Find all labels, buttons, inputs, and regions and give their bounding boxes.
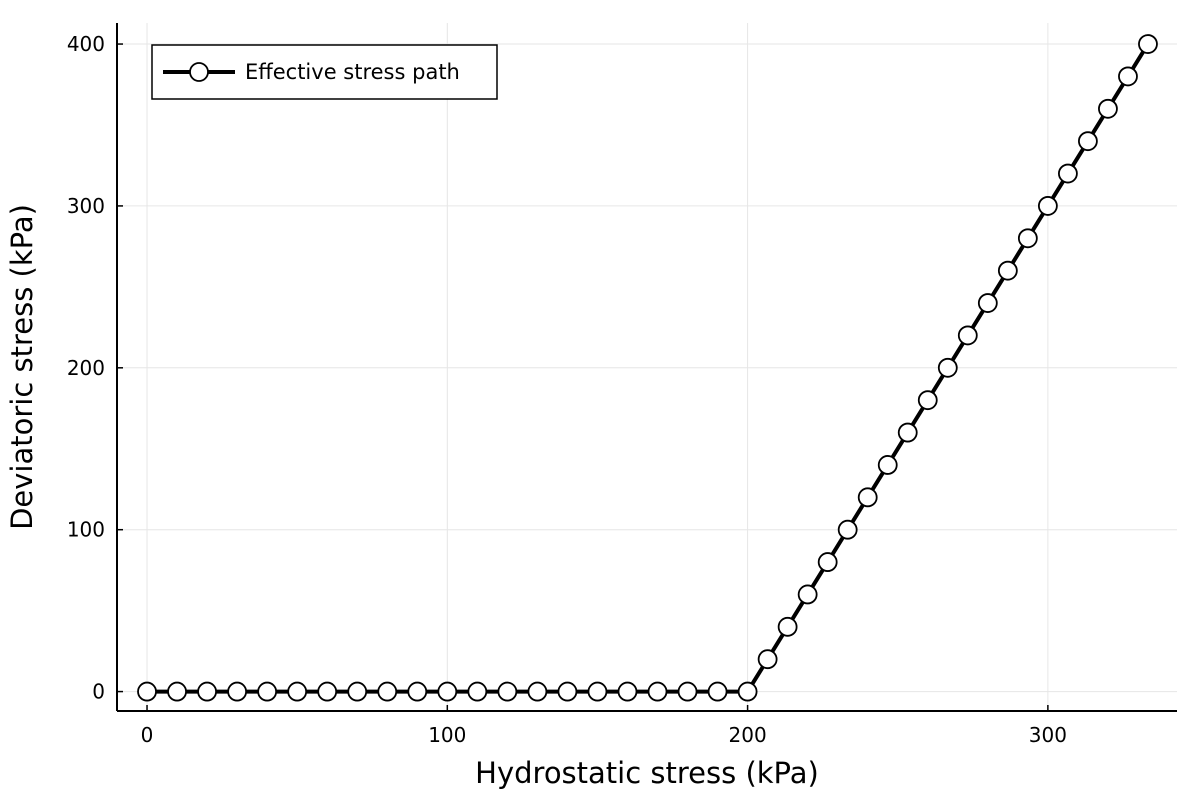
data-point — [897, 422, 918, 443]
series-effective-stress-path — [137, 34, 1158, 702]
data-point — [557, 681, 578, 702]
grid-lines — [117, 23, 1177, 711]
data-point — [1037, 196, 1058, 216]
y-tick-label: 400 — [67, 32, 105, 56]
y-tick-label: 100 — [67, 518, 105, 542]
data-point — [257, 681, 278, 702]
data-point — [197, 681, 217, 702]
data-point — [467, 681, 488, 702]
axes — [116, 23, 1177, 712]
data-point — [837, 519, 858, 540]
data-point — [1138, 34, 1158, 54]
tick-labels: 0 100 200 300 0 100 200 300 400 — [67, 32, 1067, 747]
data-point — [227, 681, 248, 702]
legend-marker-sample — [189, 62, 209, 82]
data-point — [137, 681, 157, 702]
legend: Effective stress path — [151, 44, 498, 100]
data-point — [1017, 228, 1038, 249]
data-point — [917, 390, 938, 411]
data-point — [877, 455, 898, 475]
x-axis-title: Hydrostatic stress (kPa) — [475, 756, 819, 790]
data-point — [817, 552, 838, 572]
data-point — [317, 681, 338, 702]
data-point — [707, 681, 728, 702]
data-point — [757, 649, 778, 670]
data-point — [977, 293, 998, 313]
data-point — [437, 681, 458, 702]
data-point — [647, 681, 668, 702]
data-point — [997, 260, 1018, 281]
data-point — [1118, 66, 1138, 87]
data-point — [957, 325, 978, 346]
x-tick-label: 0 — [141, 723, 154, 747]
data-point — [737, 681, 758, 702]
y-tick-label: 0 — [92, 680, 105, 704]
data-point — [1098, 98, 1118, 119]
data-point — [857, 487, 878, 508]
legend-label: Effective stress path — [245, 60, 460, 84]
data-point — [287, 681, 308, 702]
data-point — [407, 681, 428, 702]
data-point — [497, 681, 518, 702]
x-tick-label: 300 — [1029, 723, 1067, 747]
data-point — [617, 681, 638, 702]
data-point — [347, 681, 368, 702]
data-point — [937, 357, 958, 378]
data-point — [377, 681, 398, 702]
data-point — [587, 681, 608, 702]
data-point — [1078, 131, 1098, 152]
x-tick-label: 100 — [428, 723, 466, 747]
data-point — [777, 616, 798, 637]
data-point — [677, 681, 698, 702]
y-tick-label: 300 — [67, 194, 105, 218]
x-tick-label: 200 — [729, 723, 767, 747]
y-tick-label: 200 — [67, 356, 105, 380]
data-point — [527, 681, 548, 702]
data-point — [1058, 163, 1078, 184]
y-axis-title: Deviatoric stress (kPa) — [5, 204, 39, 530]
data-point — [167, 681, 187, 702]
data-point — [797, 584, 818, 605]
